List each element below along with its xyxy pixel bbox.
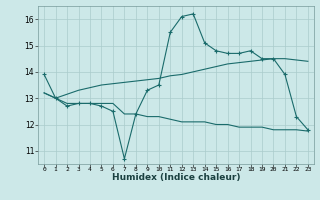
X-axis label: Humidex (Indice chaleur): Humidex (Indice chaleur) — [112, 173, 240, 182]
